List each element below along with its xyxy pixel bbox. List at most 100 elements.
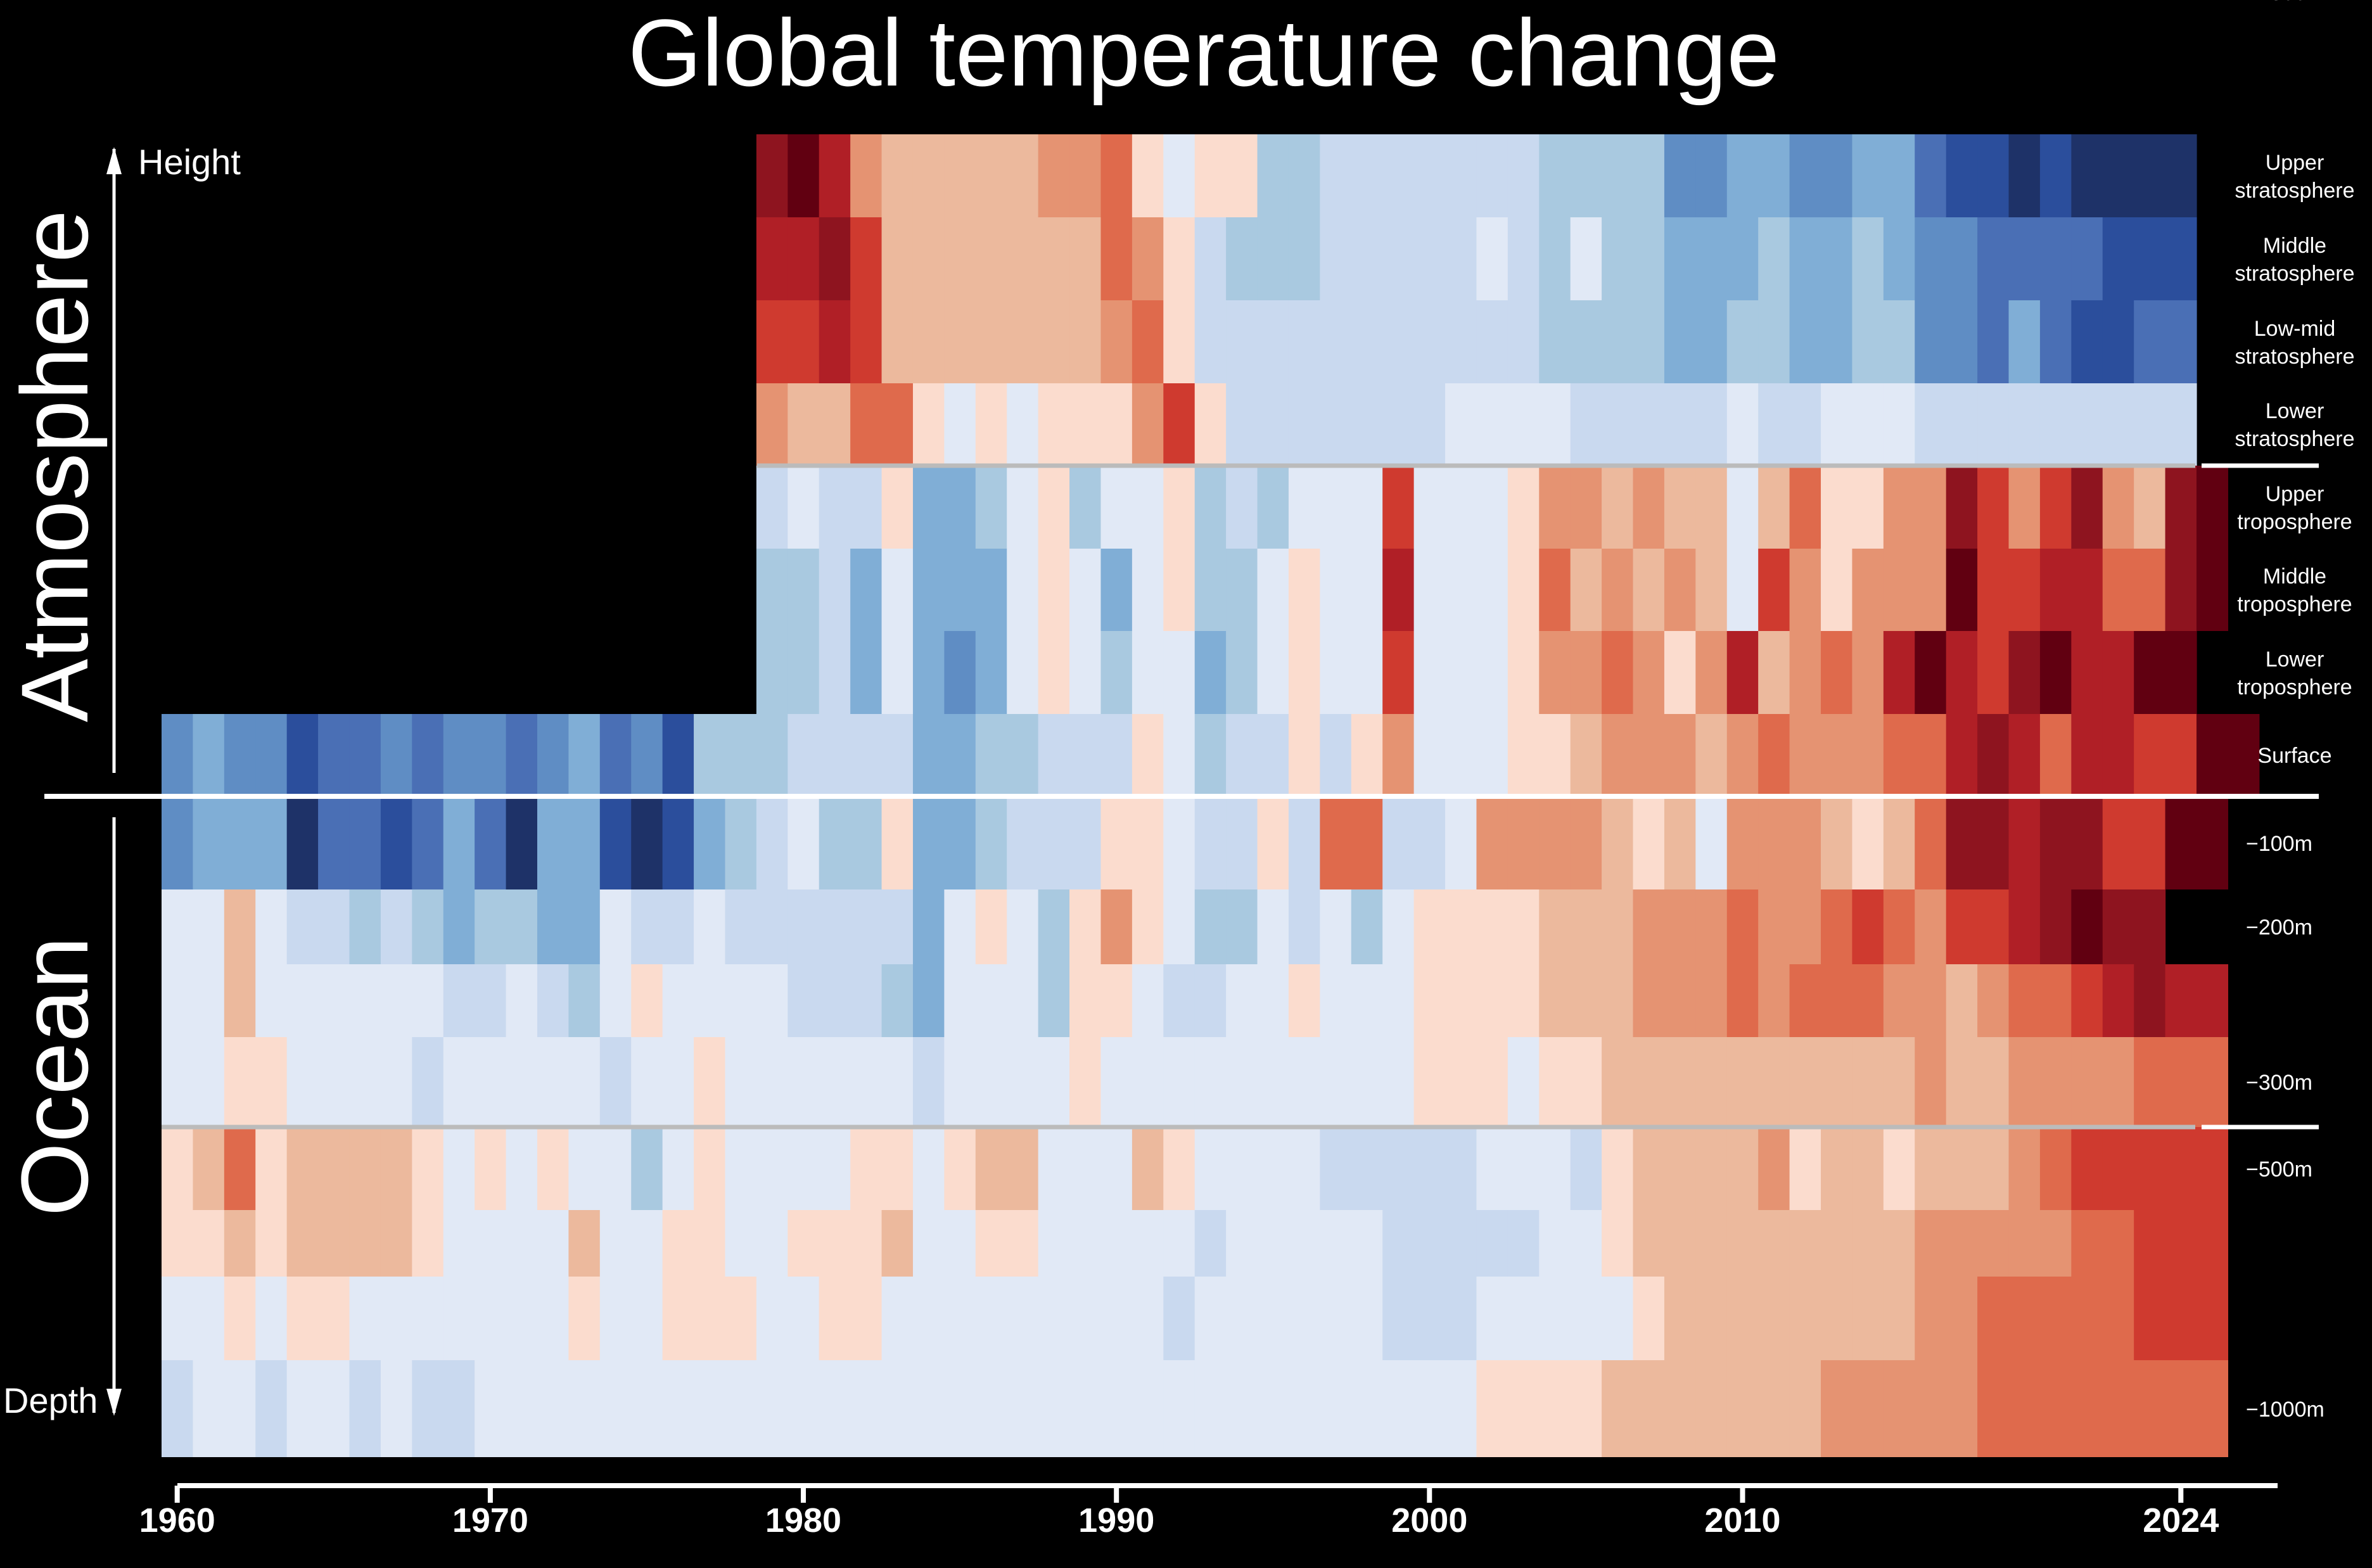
heatmap-cell: [2102, 1277, 2134, 1360]
heatmap-cell: [1539, 1277, 1571, 1360]
heatmap-cell: [1413, 549, 1446, 631]
heatmap-cell: [2008, 714, 2041, 796]
heatmap-cell: [255, 1037, 288, 1127]
heatmap-cell: [2165, 466, 2197, 549]
heatmap-cell: [1413, 217, 1446, 300]
heatmap-cell: [1602, 796, 1634, 889]
heatmap-cell: [193, 1127, 225, 1210]
heatmap-cell: [787, 1360, 820, 1457]
heatmap-cell: [912, 889, 945, 964]
heatmap-cell: [1602, 1037, 1634, 1127]
heatmap-cell: [162, 714, 194, 796]
heatmap-cell: [1100, 1127, 1133, 1210]
heatmap-cell: [255, 1210, 288, 1277]
heatmap-cell: [1132, 889, 1164, 964]
heatmap-cell: [819, 549, 851, 631]
heatmap-cell: [1257, 964, 1289, 1037]
heatmap-cell: [2039, 549, 2072, 631]
heatmap-cell: [2008, 549, 2041, 631]
heatmap-cell: [2071, 217, 2103, 300]
heatmap-cell: [1664, 714, 1696, 796]
layer-label: Upper troposphere: [2237, 482, 2352, 534]
heatmap-cell: [349, 714, 381, 796]
heatmap-cell: [1695, 714, 1728, 796]
heatmap-cell: [1163, 1360, 1196, 1457]
heatmap-cell: [1758, 383, 1790, 466]
heatmap-cell: [349, 889, 381, 964]
x-tick-label: 2000: [1391, 1501, 1467, 1539]
heatmap-cell: [1946, 631, 1978, 714]
heatmap-cell: [787, 631, 820, 714]
heatmap-cell: [1758, 1127, 1790, 1210]
heatmap-cell: [1320, 383, 1352, 466]
heatmap-cell: [1695, 1210, 1728, 1277]
heatmap-cell: [1163, 549, 1196, 631]
heatmap-cell: [1946, 217, 1978, 300]
heatmap-cell: [1194, 300, 1227, 383]
heatmap-cell: [412, 796, 444, 889]
heatmap-cell: [1351, 466, 1383, 549]
heatmap-cell: [1664, 1277, 1696, 1360]
depth-label: Depth: [3, 1380, 98, 1420]
heatmap-cell: [1257, 1127, 1289, 1210]
heatmap-cell: [380, 964, 412, 1037]
heatmap-cell: [1476, 1210, 1508, 1277]
heatmap-cell: [662, 1037, 694, 1127]
layer-label: Lower troposphere: [2237, 647, 2352, 699]
heatmap-cell: [1257, 217, 1289, 300]
heatmap-cell: [787, 383, 820, 466]
heatmap-cell: [787, 1127, 820, 1210]
heatmap-cell: [193, 1210, 225, 1277]
heatmap-cell: [850, 631, 883, 714]
heatmap-cell: [1320, 466, 1352, 549]
heatmap-cell: [286, 714, 319, 796]
heatmap-cell: [912, 549, 945, 631]
heatmap-cell: [193, 714, 225, 796]
heatmap-cell: [1507, 631, 1540, 714]
heatmap-cell: [1789, 300, 1821, 383]
heatmap-cell: [1445, 300, 1477, 383]
heatmap-cell: [1821, 1127, 1853, 1210]
heatmap-cell: [912, 631, 945, 714]
heatmap-cell: [1946, 889, 1978, 964]
heatmap-cell: [756, 631, 788, 714]
heatmap-cell: [2039, 1210, 2072, 1277]
heatmap-cell: [1758, 714, 1790, 796]
heatmap-cell: [1758, 1210, 1790, 1277]
heatmap-cell: [1038, 1360, 1070, 1457]
heatmap-cell: [224, 1277, 256, 1360]
heatmap-cell: [1883, 1277, 1915, 1360]
heatmap-cell: [881, 1277, 914, 1360]
heatmap-cell: [224, 1037, 256, 1127]
heatmap-cell: [1413, 1127, 1446, 1210]
heatmap-cell: [975, 889, 1007, 964]
heatmap-cell: [2039, 466, 2072, 549]
heatmap-cell: [2102, 964, 2134, 1037]
heatmap-cell: [1351, 631, 1383, 714]
heatmap-cell: [819, 300, 851, 383]
heatmap-cell: [944, 134, 976, 217]
heatmap-cell: [475, 889, 507, 964]
heatmap-cell: [1351, 300, 1383, 383]
heatmap-cell: [2165, 1127, 2197, 1210]
heatmap-cell: [1382, 796, 1415, 889]
heatmap-cell: [1852, 1360, 1884, 1457]
heatmap-cell: [412, 1037, 444, 1127]
heatmap-cell: [756, 1210, 788, 1277]
heatmap-cell: [819, 1210, 851, 1277]
heatmap-cell: [599, 1277, 632, 1360]
heatmap-cell: [944, 1210, 976, 1277]
heatmap-cell: [1539, 466, 1571, 549]
heatmap-cell: [1351, 549, 1383, 631]
heatmap-cell: [1320, 1127, 1352, 1210]
heatmap-cell: [1445, 714, 1477, 796]
heatmap-cell: [1382, 1360, 1415, 1457]
heatmap-cell: [1695, 796, 1728, 889]
heatmap-cell: [2134, 631, 2166, 714]
heatmap-cell: [443, 796, 475, 889]
heatmap-cell: [2134, 383, 2166, 466]
heatmap-cell: [1007, 134, 1039, 217]
heatmap-cell: [1038, 796, 1070, 889]
heatmap-cell: [318, 964, 350, 1037]
heatmap-cell: [2134, 549, 2166, 631]
